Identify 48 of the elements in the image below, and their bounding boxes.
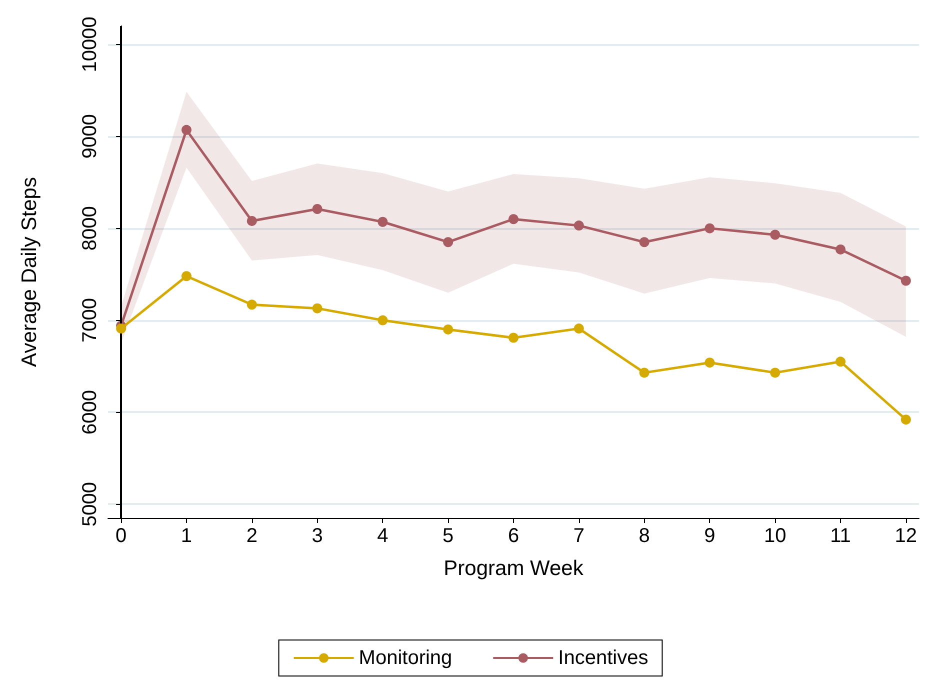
x-tick-label: 0: [116, 525, 127, 547]
point: [639, 368, 650, 378]
point: [574, 220, 584, 231]
y-tick-label: 5000: [79, 482, 101, 526]
y-tick-label: 6000: [79, 390, 101, 434]
x-tick-label: 5: [442, 525, 454, 547]
legend-label: Monitoring: [358, 647, 452, 669]
point: [312, 303, 322, 314]
point: [443, 237, 454, 248]
point: [508, 332, 518, 343]
x-tick-label: 8: [638, 525, 650, 547]
point: [443, 324, 454, 334]
x-axis-title: Program Week: [444, 557, 584, 580]
point: [312, 204, 322, 214]
point: [836, 356, 846, 367]
point: [770, 230, 780, 240]
legend-label: Incentives: [558, 647, 648, 669]
point: [900, 276, 911, 286]
y-tick-label: 9000: [79, 114, 101, 159]
x-tick-label: 10: [764, 525, 786, 547]
x-tick-label: 3: [312, 525, 323, 547]
point: [116, 324, 126, 334]
point: [378, 216, 388, 227]
x-tick-label: 4: [377, 525, 388, 547]
point: [836, 244, 846, 254]
point: [704, 223, 715, 234]
x-tick-label: 1: [180, 525, 192, 547]
point: [770, 368, 780, 378]
point: [704, 358, 715, 368]
x-tick-label: 12: [894, 525, 918, 547]
x-tick-label: 7: [573, 525, 584, 547]
y-tick-label: 7000: [79, 298, 101, 343]
point: [246, 216, 257, 226]
point: [900, 414, 911, 425]
y-tick-label: 8000: [79, 206, 101, 251]
y-axis-title: Average Daily Steps: [18, 177, 41, 367]
point: [246, 300, 257, 310]
point: [639, 237, 650, 248]
x-tick-label: 11: [830, 525, 851, 547]
x-tick-label: 9: [704, 525, 716, 547]
point: [181, 124, 192, 135]
x-tick-label: 2: [246, 525, 258, 547]
x-tick-label: 6: [508, 525, 520, 547]
point: [181, 271, 192, 282]
point: [508, 214, 518, 224]
y-tick-label: 10000: [79, 16, 101, 72]
point: [378, 315, 388, 326]
point: [574, 324, 584, 334]
